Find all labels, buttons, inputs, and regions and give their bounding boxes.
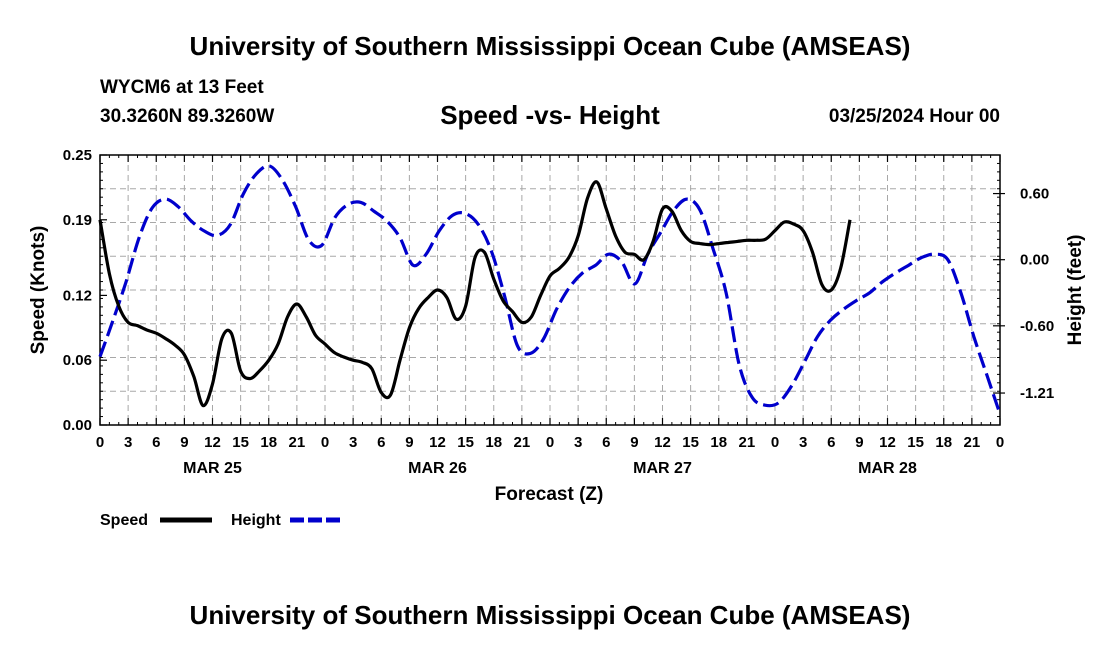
y-left-tick-label: 0.06 <box>63 352 92 369</box>
day-label: MAR 28 <box>858 460 917 477</box>
y-right-tick-label: -1.21 <box>1020 385 1054 402</box>
x-tick-label: 12 <box>654 434 671 451</box>
x-tick-label: 6 <box>152 434 160 451</box>
series-speed-line <box>98 180 852 408</box>
series-layer <box>98 164 1002 415</box>
x-axis-label: Forecast (Z) <box>495 484 604 505</box>
y-axis-right-label: Height (feet) <box>1065 235 1086 346</box>
y-left-tick-label: 0.19 <box>63 212 92 229</box>
x-tick-label: 15 <box>232 434 249 451</box>
y-left-tick-label: 0.12 <box>63 287 92 304</box>
x-tick-label: 15 <box>907 434 924 451</box>
chart-title: Speed -vs- Height <box>440 100 660 130</box>
x-tick-label: 6 <box>827 434 835 451</box>
x-tick-label: 18 <box>260 434 277 451</box>
series-height-line <box>98 164 1002 415</box>
y-right-tick-label: 0.60 <box>1020 186 1049 203</box>
legend-height-label: Height <box>231 512 281 529</box>
grid-lines <box>100 155 1000 425</box>
y-axis-left-label: Speed (Knots) <box>28 226 49 355</box>
x-tick-label: 15 <box>457 434 474 451</box>
day-label: MAR 27 <box>633 460 692 477</box>
x-tick-label: 21 <box>739 434 756 451</box>
x-tick-label: 9 <box>405 434 413 451</box>
y-left-tick-label: 0.25 <box>63 147 92 164</box>
x-tick-label: 0 <box>96 434 104 451</box>
x-tick-label: 18 <box>485 434 502 451</box>
legend: Speed Height <box>100 512 342 529</box>
coordinates-label: 30.3260N 89.3260W <box>100 106 275 127</box>
x-tick-label: 6 <box>377 434 385 451</box>
y-right-tick-label: 0.00 <box>1020 252 1049 269</box>
x-tick-label: 0 <box>771 434 779 451</box>
x-tick-label: 12 <box>204 434 221 451</box>
x-tick-label: 9 <box>630 434 638 451</box>
x-tick-label: 3 <box>349 434 357 451</box>
x-tick-label: 0 <box>321 434 329 451</box>
x-tick-label: 12 <box>429 434 446 451</box>
x-tick-label: 0 <box>546 434 554 451</box>
x-tick-label: 15 <box>682 434 699 451</box>
y-right-tick-label: -0.60 <box>1020 318 1054 335</box>
x-tick-label: 21 <box>514 434 531 451</box>
x-tick-label: 21 <box>964 434 981 451</box>
y-left-tick-label: 0.00 <box>63 417 92 434</box>
plot-frame <box>99 154 1001 426</box>
x-tick-label: 6 <box>602 434 610 451</box>
legend-speed-label: Speed <box>100 512 148 529</box>
x-tick-label: 3 <box>574 434 582 451</box>
x-tick-label: 18 <box>935 434 952 451</box>
x-tick-label: 3 <box>124 434 132 451</box>
x-tick-label: 18 <box>710 434 727 451</box>
day-label: MAR 26 <box>408 460 467 477</box>
x-tick-label: 12 <box>879 434 896 451</box>
x-tick-label: 9 <box>855 434 863 451</box>
page-title-bottom: University of Southern Mississippi Ocean… <box>189 600 911 630</box>
day-label: MAR 25 <box>183 460 242 477</box>
page-title: University of Southern Mississippi Ocean… <box>189 31 911 61</box>
x-tick-label: 21 <box>289 434 306 451</box>
x-tick-label: 3 <box>799 434 807 451</box>
station-label: WYCM6 at 13 Feet <box>100 77 264 98</box>
x-tick-label: 9 <box>180 434 188 451</box>
axis-labels: 0 3 6 9 12 15 18 21 0 3 6 9 12 15 18 21 0 3 6 9 12 15 18 21 0 3 6 9… <box>63 147 1054 477</box>
x-tick-label: 0 <box>996 434 1004 451</box>
datetime-label: 03/25/2024 Hour 00 <box>828 106 1000 127</box>
